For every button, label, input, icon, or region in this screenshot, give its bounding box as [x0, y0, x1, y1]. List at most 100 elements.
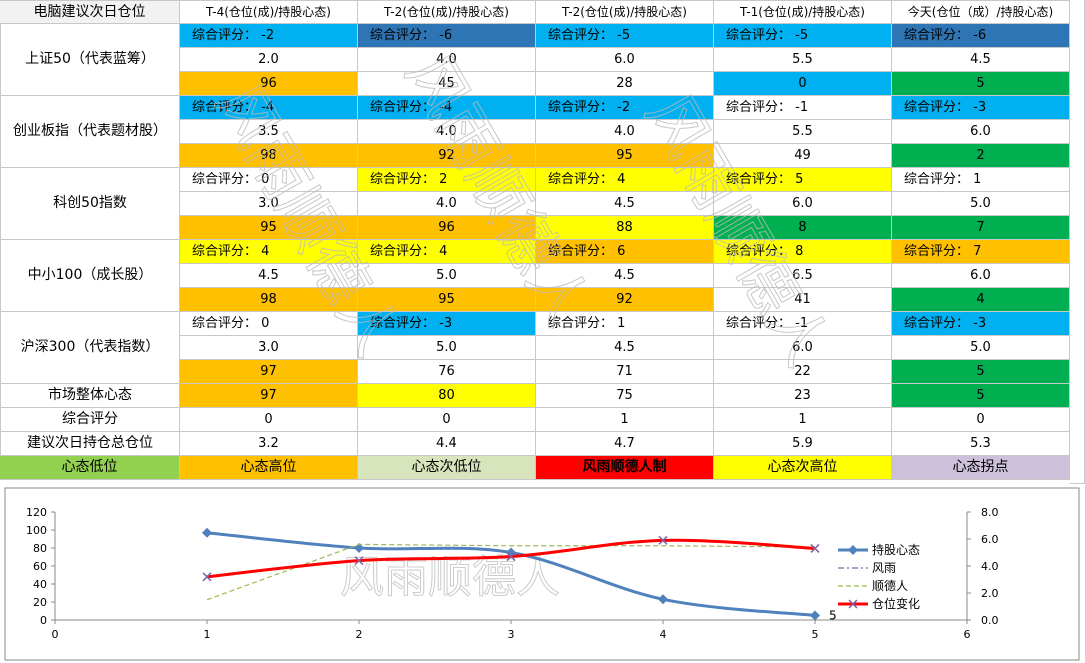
cell: 综合评分： -1: [714, 312, 892, 336]
cell: 4.0: [358, 48, 536, 72]
series-line: [206, 531, 816, 617]
cell: 6.0: [892, 264, 1070, 288]
cell: 综合评分： -1: [714, 96, 892, 120]
cell: 综合评分： 1: [892, 168, 1070, 192]
cell: 综合评分： -3: [358, 312, 536, 336]
y2-tick-label: 0.0: [981, 614, 999, 627]
legend-label: 持股心态: [872, 542, 920, 557]
x-tick-label: 0: [52, 628, 59, 641]
cell: 23: [714, 384, 892, 408]
y-tick-label: 100: [26, 524, 47, 537]
x-tick-label: 6: [964, 628, 971, 641]
y-tick-label: 120: [26, 506, 47, 519]
cell: 71: [536, 360, 714, 384]
cell: T-4(仓位(成)/持股心态): [180, 0, 358, 24]
cell: 综合评分： 5: [714, 168, 892, 192]
marker: [354, 556, 364, 566]
y-tick-label: 80: [33, 542, 47, 555]
cell: 5: [892, 72, 1070, 96]
x-tick-label: 1: [204, 628, 211, 641]
cell: 综合评分： -3: [892, 96, 1070, 120]
cell: 95: [536, 144, 714, 168]
legend-label: 顺德人: [872, 578, 908, 593]
series-line: [206, 543, 816, 601]
cell: T-2(仓位(成)/持股心态): [358, 0, 536, 24]
cell: 4.5: [536, 264, 714, 288]
cell: 76: [358, 360, 536, 384]
y2-tick-label: 4.0: [981, 560, 999, 573]
cell: 41: [714, 288, 892, 312]
cell: 综合评分： 0: [180, 312, 358, 336]
y-tick-label: 20: [33, 596, 47, 609]
cell: 创业板指（代表题材股）: [0, 96, 180, 168]
cell: 0: [892, 408, 1070, 432]
cell: 风雨顺德人制: [536, 456, 714, 480]
cell: 上证50（代表蓝筹）: [0, 24, 180, 96]
cell: 80: [358, 384, 536, 408]
cell: 5.0: [358, 264, 536, 288]
cell: 综合评分： -4: [180, 96, 358, 120]
cell: 6.0: [714, 192, 892, 216]
cell: 心态低位: [0, 456, 180, 480]
cell: 96: [180, 72, 358, 96]
y-tick-label: 40: [33, 578, 47, 591]
cell: 96: [358, 216, 536, 240]
legend-label: 风雨: [872, 561, 896, 575]
y2-tick-label: 6.0: [981, 533, 999, 546]
marker: [810, 610, 820, 621]
chart-frame: [4, 487, 1080, 661]
cell: [1070, 0, 1085, 484]
y-tick-label: 0: [40, 614, 47, 627]
cell: 心态高位: [180, 456, 358, 480]
series-line: [206, 538, 816, 579]
cell: 6.5: [714, 264, 892, 288]
cell: 心态次低位: [358, 456, 536, 480]
cell: 心态拐点: [892, 456, 1070, 480]
cell: 建议次日持仓总仓位: [0, 432, 180, 456]
cell: 综合评分： 0: [180, 168, 358, 192]
cell: 6.0: [536, 48, 714, 72]
cell: 6.0: [714, 336, 892, 360]
cell: 市场整体心态: [0, 384, 180, 408]
cell: 49: [714, 144, 892, 168]
cell: 4.5: [180, 264, 358, 288]
marker: [658, 594, 668, 605]
cell: 0: [180, 408, 358, 432]
cell: 5.0: [892, 336, 1070, 360]
cell: 综合评分： -5: [536, 24, 714, 48]
cell: 2.0: [180, 48, 358, 72]
marker: [506, 552, 516, 562]
cell: 4.0: [536, 120, 714, 144]
cell: 5: [892, 384, 1070, 408]
cell: 综合评分: [0, 408, 180, 432]
cell: 5.0: [892, 192, 1070, 216]
cell: 综合评分： 7: [892, 240, 1070, 264]
cell: 5: [892, 360, 1070, 384]
cell: T-1(仓位(成)/持股心态): [714, 0, 892, 24]
cell: 电脑建议次日仓位: [0, 0, 180, 24]
data-label: 5: [829, 609, 837, 623]
x-tick-label: 2: [356, 628, 363, 641]
legend-marker: [848, 599, 858, 609]
legend-marker: [848, 545, 858, 555]
cell: 4.5: [536, 192, 714, 216]
cell: 科创50指数: [0, 168, 180, 240]
cell: 沪深300（代表指数）: [0, 312, 180, 384]
cell: 中小100（成长股）: [0, 240, 180, 312]
cell: 综合评分： 4: [536, 168, 714, 192]
marker: [354, 543, 364, 553]
cell: 综合评分： 4: [358, 240, 536, 264]
cell: 98: [180, 144, 358, 168]
cell: 2: [892, 144, 1070, 168]
cell: 4.7: [536, 432, 714, 456]
cell: 92: [536, 288, 714, 312]
marker: [202, 572, 212, 582]
cell: 综合评分： -6: [358, 24, 536, 48]
cell: 5.5: [714, 48, 892, 72]
cell: 1: [536, 408, 714, 432]
spreadsheet: 电脑建议次日仓位 T-4(仓位(成)/持股心态) T-2(仓位(成)/持股心态) T-…: [0, 0, 1085, 484]
marker: [202, 527, 212, 538]
cell: 0: [714, 72, 892, 96]
cell: 4.0: [358, 192, 536, 216]
